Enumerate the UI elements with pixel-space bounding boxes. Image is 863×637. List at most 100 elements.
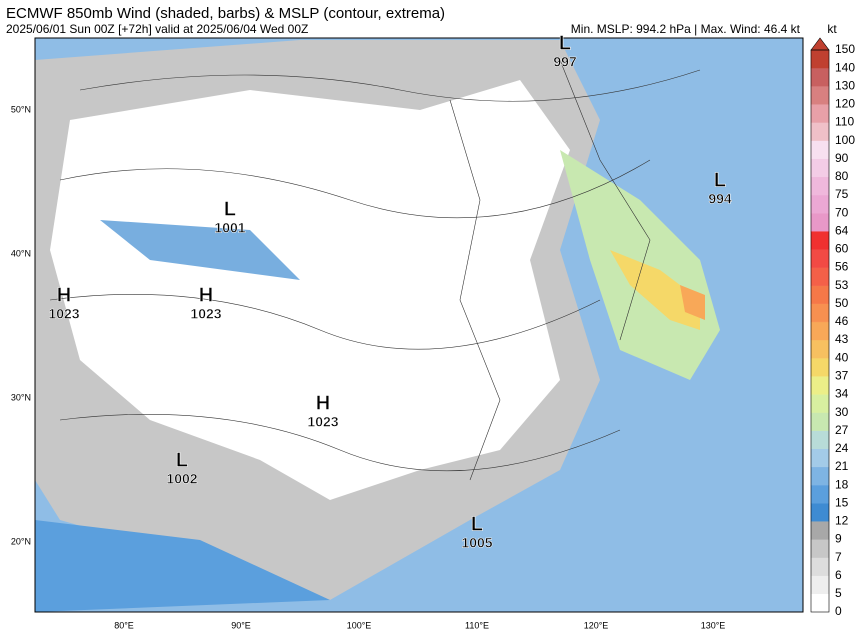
colorbar-bin <box>810 249 830 268</box>
subtitle: 2025/06/01 Sun 00Z [+72h] valid at 2025/… <box>6 22 308 36</box>
center-symbol: L <box>714 169 726 191</box>
colorbar-bin <box>810 539 830 558</box>
colorbar-label: 21 <box>835 459 849 473</box>
map <box>35 38 803 612</box>
colorbar-bin <box>810 521 830 540</box>
colorbar-bin <box>810 557 830 576</box>
colorbar-bin <box>810 158 830 178</box>
colorbar-label: 80 <box>835 169 849 183</box>
colorbar-label: 0 <box>835 604 842 618</box>
lon-label: 80°E <box>114 620 134 630</box>
colorbar-unit: kt <box>827 22 837 36</box>
colorbar-bin <box>810 231 830 250</box>
colorbar-bin <box>810 104 830 123</box>
colorbar-bin <box>810 575 830 595</box>
colorbar-bin <box>810 285 830 304</box>
colorbar-bin <box>810 194 830 214</box>
lon-label: 130°E <box>701 620 726 630</box>
map-frame <box>34 37 804 613</box>
contours <box>49 59 701 481</box>
colorbar-bin <box>810 303 830 323</box>
center-symbol: L <box>559 32 571 54</box>
colorbar-label: 6 <box>835 568 842 582</box>
colorbar-bin <box>810 67 830 87</box>
colorbar-label: 15 <box>835 495 849 509</box>
colorbar-label: 50 <box>835 296 849 310</box>
center-value: 1001 <box>214 220 245 236</box>
center-value: 1023 <box>190 306 221 322</box>
center-symbol: L <box>224 198 236 220</box>
colorbar-label: 120 <box>835 97 855 111</box>
wind-shade <box>610 250 700 330</box>
colorbar-label: 43 <box>835 332 849 346</box>
center-value: 1023 <box>307 414 338 430</box>
colorbar-bin <box>810 86 830 105</box>
colorbar-label: 9 <box>835 532 842 546</box>
colorbar-bin <box>810 358 830 377</box>
colorbar-label: 34 <box>835 387 849 401</box>
colorbar-label: 37 <box>835 368 849 382</box>
lat-label: 40°N <box>11 248 31 258</box>
colorbar-label: 56 <box>835 260 849 274</box>
colorbar-label: 110 <box>835 115 854 129</box>
lat-label: 30°N <box>11 392 31 402</box>
colorbar-bin <box>810 412 830 431</box>
wind-shade <box>680 285 705 320</box>
colorbar-bin <box>810 448 830 468</box>
colorbar-label: 53 <box>835 278 849 292</box>
colorbar-bin <box>810 339 830 359</box>
center-symbol: L <box>176 449 188 471</box>
lon-label: 100°E <box>347 620 372 630</box>
center-value: 1023 <box>48 306 79 322</box>
colorbar-bin <box>810 321 830 341</box>
colorbar-bin <box>810 430 830 449</box>
colorbar-bin <box>810 376 830 395</box>
center-symbol: L <box>471 513 483 535</box>
center-symbol: H <box>316 392 330 414</box>
colorbar-bin <box>810 466 830 486</box>
lon-label: 90°E <box>231 620 251 630</box>
colorbar-label: 60 <box>835 242 849 256</box>
center-symbol: H <box>199 284 213 306</box>
colorbar-label: 5 <box>835 586 842 600</box>
center-value: 1005 <box>461 535 492 551</box>
calm-area <box>50 80 570 500</box>
colorbar-frame <box>810 49 830 613</box>
colorbar-label: 46 <box>835 314 849 328</box>
colorbar-bin <box>810 593 830 613</box>
info: Min. MSLP: 994.2 hPa | Max. Wind: 46.4 k… <box>571 22 801 36</box>
colorbar-bin <box>810 484 830 504</box>
colorbar-label: 100 <box>835 133 855 147</box>
lon-label: 110°E <box>465 620 489 630</box>
center-value: 997 <box>553 54 577 70</box>
colorbar-bin <box>810 267 830 286</box>
colorbar-label: 27 <box>835 423 849 437</box>
colorbar-bin <box>810 176 830 196</box>
colorbar-label: 130 <box>835 78 855 92</box>
colorbar-bin <box>810 394 830 413</box>
colorbar-label: 12 <box>835 514 849 528</box>
colorbar-label: 64 <box>835 223 849 237</box>
colorbar-label: 30 <box>835 405 849 419</box>
colorbar-label: 75 <box>835 187 849 201</box>
wind-shade <box>35 520 330 612</box>
colorbar-bin <box>810 140 830 159</box>
center-symbol: H <box>57 284 71 306</box>
colorbar-bin <box>810 503 830 522</box>
colorbar-label: 150 <box>835 42 855 56</box>
colorbar-label: 18 <box>835 477 849 491</box>
colorbar-label: 70 <box>835 205 849 219</box>
colorbar-bin <box>810 213 830 232</box>
lat-label: 20°N <box>11 536 31 546</box>
lon-label: 120°E <box>584 620 609 630</box>
colorbar-bin <box>810 49 830 69</box>
colorbar-label: 140 <box>835 60 855 74</box>
title: ECMWF 850mb Wind (shaded, barbs) & MSLP … <box>6 5 445 22</box>
colorbar-label: 90 <box>835 151 849 165</box>
colorbar-label: 7 <box>835 550 842 564</box>
wind-shade <box>100 220 300 280</box>
colorbar-extend <box>810 37 830 51</box>
colorbar-label: 24 <box>835 441 849 455</box>
lat-label: 50°N <box>11 104 31 114</box>
